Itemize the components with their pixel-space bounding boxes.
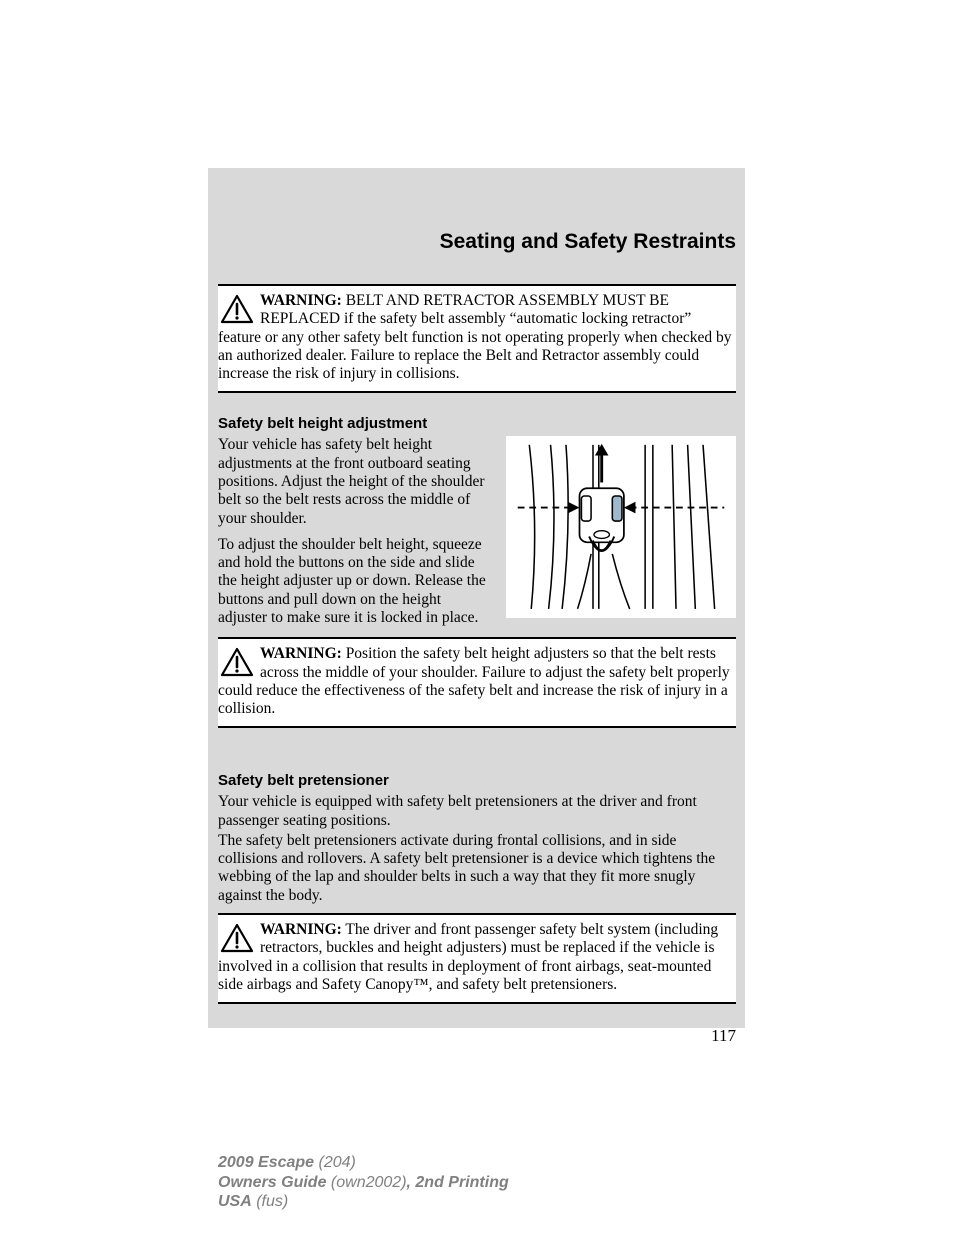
- body-paragraph: Your vehicle is equipped with safety bel…: [218, 793, 736, 830]
- warning-icon: [220, 923, 254, 953]
- body-paragraph: Your vehicle has safety belt height adju…: [218, 436, 486, 527]
- footer-vehicle: 2009 Escape: [218, 1154, 314, 1171]
- body-paragraph: The safety belt pretensioners activate d…: [218, 832, 736, 905]
- footer-guide-code: (own2002): [326, 1174, 406, 1191]
- footer-region: USA: [218, 1193, 252, 1210]
- chapter-title: Seating and Safety Restraints: [218, 230, 736, 254]
- page-content: Seating and Safety Restraints WARNING: B…: [218, 230, 736, 1046]
- footer-vehicle-code: (204): [314, 1154, 356, 1171]
- body-paragraph: To adjust the shoulder belt height, sque…: [218, 536, 486, 627]
- warning-label: WARNING:: [260, 921, 342, 938]
- warning-block-3: WARNING: The driver and front passenger …: [218, 913, 736, 1004]
- warning-icon: [220, 647, 254, 677]
- warning-icon: [220, 294, 254, 324]
- footer-region-code: (fus): [252, 1193, 288, 1210]
- two-column-layout: Your vehicle has safety belt height adju…: [218, 436, 736, 627]
- warning-label: WARNING:: [260, 292, 342, 309]
- warning-block-2: WARNING: Position the safety belt height…: [218, 637, 736, 728]
- footer-metadata: 2009 Escape (204) Owners Guide (own2002)…: [218, 1153, 738, 1212]
- page-number: 117: [218, 1026, 736, 1046]
- text-column: Your vehicle has safety belt height adju…: [218, 436, 486, 627]
- footer-guide: Owners Guide: [218, 1174, 326, 1191]
- warning-label: WARNING:: [260, 645, 342, 662]
- figure-belt-adjuster: [506, 436, 736, 618]
- warning-block-1: WARNING: BELT AND RETRACTOR ASSEMBLY MUS…: [218, 284, 736, 393]
- section-heading-height-adjustment: Safety belt height adjustment: [218, 415, 736, 432]
- footer-printing: , 2nd Printing: [407, 1174, 509, 1191]
- section-heading-pretensioner: Safety belt pretensioner: [218, 772, 736, 789]
